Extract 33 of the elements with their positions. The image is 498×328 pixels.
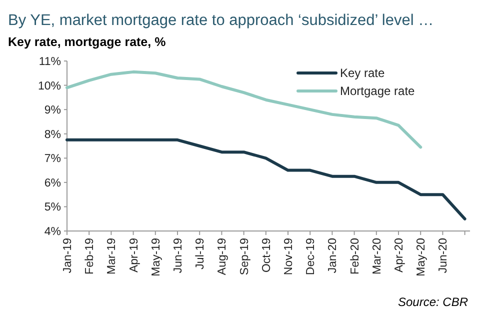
x-tick-label: Jan-19 bbox=[62, 238, 74, 274]
x-tick-label: Feb-20 bbox=[349, 238, 362, 274]
y-tick-label: 11% bbox=[38, 56, 61, 68]
chart-title: By YE, market mortgage rate to approach ‘subsidized’ level … bbox=[8, 12, 434, 29]
x-tick-label: Sep-19 bbox=[238, 238, 251, 276]
x-tick-label: Jan-20 bbox=[327, 238, 340, 274]
legend-label: Key rate bbox=[340, 66, 386, 80]
x-tick-label: Apr-20 bbox=[394, 238, 406, 273]
x-tick-label: May-19 bbox=[150, 238, 162, 276]
x-tick-label: Mar-19 bbox=[106, 238, 118, 274]
x-tick-label: Jun-20 bbox=[438, 238, 450, 274]
source-note: Source: CBR bbox=[398, 295, 468, 309]
y-tick-label: 8% bbox=[44, 128, 61, 141]
y-tick-label: 10% bbox=[38, 80, 61, 92]
x-tick-label: Oct-19 bbox=[260, 238, 273, 273]
legend-label: Mortgage rate bbox=[340, 84, 416, 98]
line-series bbox=[66, 70, 422, 149]
x-tick-label: Jul-19 bbox=[194, 238, 207, 270]
y-tick-label: 6% bbox=[44, 177, 61, 190]
x-tick-label: Aug-19 bbox=[216, 238, 229, 276]
x-tick-label: Jun-19 bbox=[172, 238, 184, 274]
x-tick-label: May-20 bbox=[416, 238, 428, 276]
x-tick-label: Feb-19 bbox=[84, 238, 96, 274]
y-axis-title: Key rate, mortgage rate, % bbox=[8, 35, 166, 49]
x-tick-label: Mar-20 bbox=[371, 238, 384, 274]
y-tick-label: 7% bbox=[44, 153, 61, 166]
y-tick-label: 5% bbox=[44, 202, 61, 214]
x-tick-label: Apr-19 bbox=[128, 238, 140, 273]
x-tick-label: Nov-19 bbox=[283, 238, 295, 276]
y-tick-label: 9% bbox=[44, 104, 61, 117]
x-tick-label: Dec-19 bbox=[305, 238, 318, 276]
y-tick-label: 4% bbox=[44, 226, 61, 238]
line-series bbox=[66, 138, 466, 220]
